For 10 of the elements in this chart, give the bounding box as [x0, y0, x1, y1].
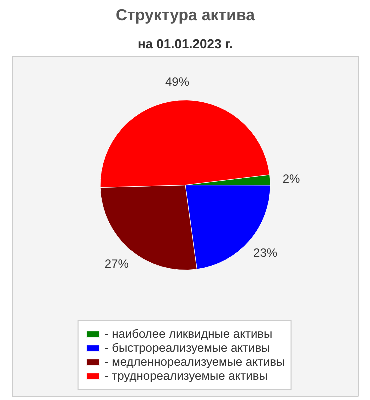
legend-label: - медленнореализуемые активы	[104, 355, 286, 369]
legend-label: - быстрореализуемые активы	[104, 341, 270, 355]
data-label: 27%	[104, 257, 130, 272]
chart-subtitle: на 01.01.2023 г.	[138, 36, 234, 52]
chart-title: Структура актива	[116, 8, 256, 24]
data-label: 23%	[254, 246, 278, 260]
data-label: 2%	[282, 172, 301, 186]
data-label: 49%	[165, 75, 190, 90]
legend-label: - наиболее ликвидные активы	[104, 327, 273, 341]
legend-label: - труднореализуемые активы	[104, 369, 268, 383]
